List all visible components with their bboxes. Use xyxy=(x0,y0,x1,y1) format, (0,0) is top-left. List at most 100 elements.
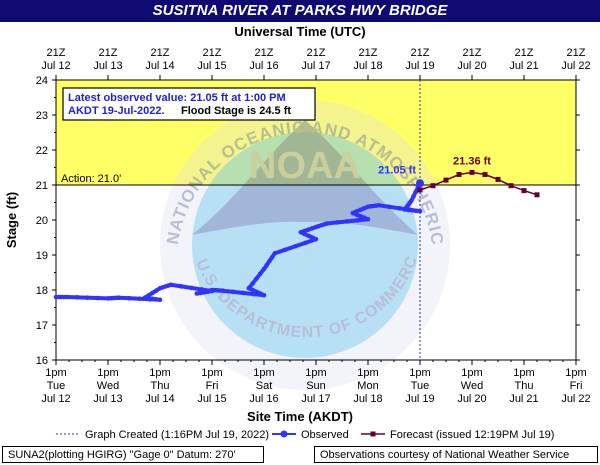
y-tick-label: 24 xyxy=(36,75,48,87)
x-tick-date: Jul 14 xyxy=(145,393,174,405)
observed-point xyxy=(250,287,255,293)
x-tick-day: Mon xyxy=(357,380,378,392)
y-axis-title: Stage (ft) xyxy=(4,192,19,248)
observed-point xyxy=(313,236,319,242)
forecast-point xyxy=(495,176,501,182)
observed-point xyxy=(150,296,155,302)
observed-point xyxy=(246,285,252,291)
observed-point xyxy=(303,240,309,246)
observed-point xyxy=(85,295,90,301)
observed-point xyxy=(153,296,159,302)
x-tick-day: Thu xyxy=(515,380,534,392)
legend-observed-marker xyxy=(280,430,288,438)
top-tick-date: Jul 17 xyxy=(301,60,330,72)
x-tick-day: Wed xyxy=(97,380,119,392)
forecast-point xyxy=(456,172,462,177)
observed-point xyxy=(261,266,267,272)
top-tick-time: 21Z xyxy=(151,47,170,59)
latest-value-label: 21.05 ft xyxy=(378,164,416,176)
y-tick-label: 20 xyxy=(36,215,48,227)
observed-point xyxy=(178,284,184,289)
forecast-series-line xyxy=(419,171,538,196)
y-tick-label: 22 xyxy=(36,145,48,157)
observed-point xyxy=(267,258,272,264)
observed-point xyxy=(272,250,278,256)
top-axis-title: Universal Time (UTC) xyxy=(234,24,365,39)
y-tick-label: 19 xyxy=(36,250,48,262)
forecast-point xyxy=(521,188,527,194)
observed-point xyxy=(355,218,361,223)
observed-point xyxy=(142,295,148,301)
observed-point xyxy=(361,205,367,211)
observed-point xyxy=(194,291,200,296)
observed-point xyxy=(358,207,363,213)
x-tick-date: Jul 12 xyxy=(41,393,70,405)
x-tick-date: Jul 18 xyxy=(353,393,382,405)
observed-point xyxy=(220,288,226,294)
top-tick-time: 21Z xyxy=(567,47,586,59)
observed-point xyxy=(157,297,163,303)
x-tick-day: Tue xyxy=(411,380,430,392)
x-tick-day: Sun xyxy=(306,380,326,392)
x-tick-day: Thu xyxy=(151,380,170,392)
observed-point xyxy=(410,208,415,213)
info-box-line2a: AKDT 19-Jul-2022. xyxy=(68,105,165,117)
y-tick-label: 17 xyxy=(36,320,48,332)
x-tick-date: Jul 16 xyxy=(249,393,278,405)
x-tick-time: 1pm xyxy=(201,367,222,379)
observed-point xyxy=(413,189,418,195)
observed-point xyxy=(350,210,356,216)
x-tick-time: 1pm xyxy=(461,367,482,379)
observed-point xyxy=(64,294,70,300)
top-tick-time: 21Z xyxy=(359,47,378,59)
x-tick-time: 1pm xyxy=(513,367,534,379)
observed-point xyxy=(309,226,315,231)
x-tick-time: 1pm xyxy=(305,367,326,379)
info-box-line1: Latest observed value: 21.05 ft at 1:00 … xyxy=(68,92,286,104)
top-tick-time: 21Z xyxy=(99,47,118,59)
forecast-point xyxy=(469,169,475,175)
observed-point xyxy=(345,219,350,224)
observed-point xyxy=(409,198,414,204)
observed-point xyxy=(230,289,236,295)
observed-point xyxy=(365,217,371,222)
observed-point xyxy=(334,220,340,225)
forecast-point xyxy=(430,183,436,189)
x-tick-time: 1pm xyxy=(409,367,430,379)
observed-point xyxy=(354,209,359,214)
observed-point xyxy=(354,212,359,217)
forecast-peak-label: 21.36 ft xyxy=(453,155,491,167)
info-box xyxy=(62,87,316,121)
y-tick-label: 21 xyxy=(36,180,48,192)
observed-point xyxy=(153,288,159,293)
observed-point xyxy=(306,227,311,232)
observed-point xyxy=(116,295,122,301)
observed-point xyxy=(376,203,382,208)
legend-observed: Observed xyxy=(301,429,349,441)
top-tick-date: Jul 22 xyxy=(561,60,590,72)
observed-point xyxy=(95,295,101,301)
observed-point xyxy=(386,204,392,210)
x-tick-date: Jul 15 xyxy=(197,393,226,405)
observed-point xyxy=(306,233,311,239)
observed-point xyxy=(298,229,304,235)
top-tick-date: Jul 16 xyxy=(249,60,278,72)
legend-forecast: Forecast (issued 12:19PM Jul 19) xyxy=(390,429,554,441)
observed-point xyxy=(257,291,263,296)
observed-point xyxy=(241,290,246,296)
watermark-bird-icon xyxy=(192,120,418,235)
forecast-point xyxy=(417,187,423,193)
x-tick-date: Jul 19 xyxy=(405,393,434,405)
top-tick-time: 21Z xyxy=(307,47,326,59)
credits-footer: Observations courtesy of National Weathe… xyxy=(314,446,598,463)
x-axis-title: Site Time (AKDT) xyxy=(247,409,353,424)
top-tick-time: 21Z xyxy=(47,47,66,59)
x-tick-day: Fri xyxy=(206,380,219,392)
datum-text: SUNA2(plotting HGIRG) "Gage 0" Datum: 27… xyxy=(8,449,236,461)
forecast-point xyxy=(443,177,449,183)
observed-point xyxy=(411,194,416,199)
y-tick-label: 23 xyxy=(36,110,48,122)
observed-point xyxy=(146,293,151,298)
chart-title: SUSITNA RIVER AT PARKS HWY BRIDGE xyxy=(0,0,600,22)
top-tick-date: Jul 18 xyxy=(353,60,382,72)
